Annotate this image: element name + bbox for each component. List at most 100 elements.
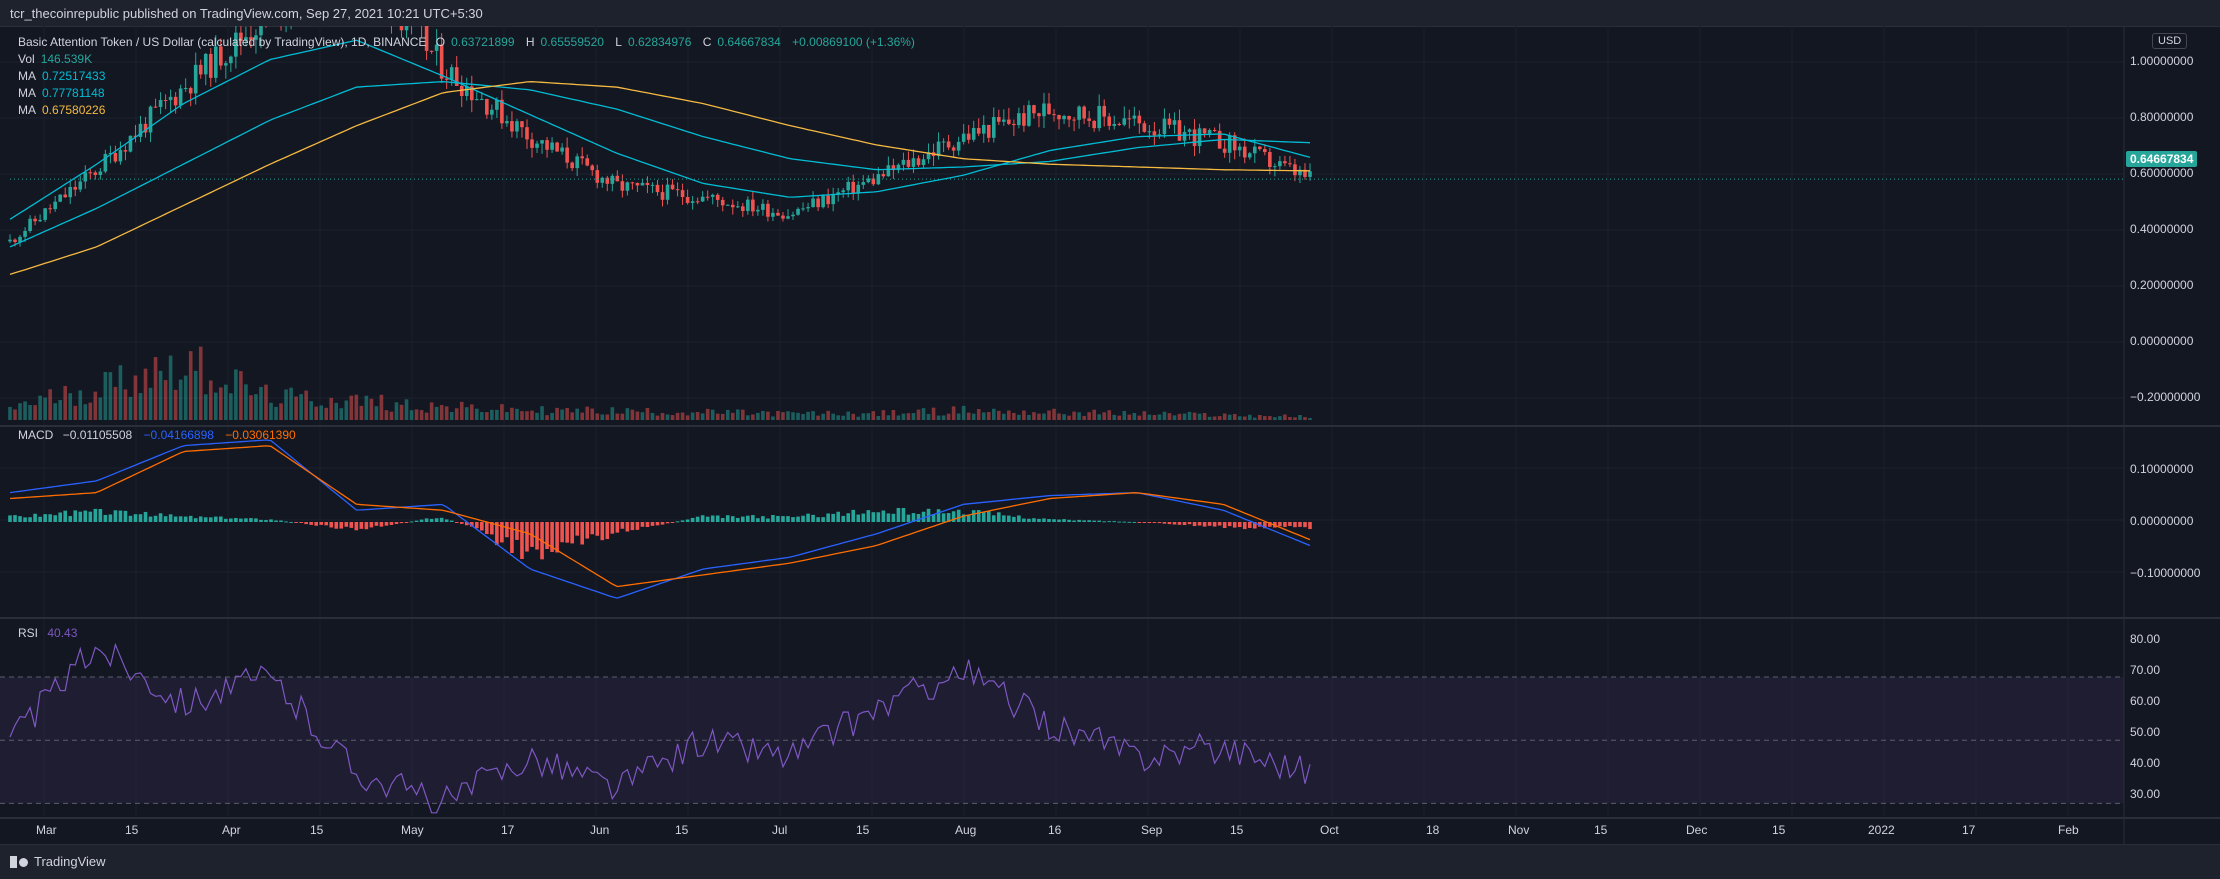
candle-body bbox=[148, 106, 153, 133]
volume-bar bbox=[464, 407, 469, 420]
volume-bar bbox=[178, 379, 183, 420]
volume-bar bbox=[941, 415, 946, 420]
macd-hist-bar bbox=[1152, 522, 1157, 523]
macd-hist-bar bbox=[68, 516, 73, 522]
candle-body bbox=[469, 86, 474, 101]
candle-body bbox=[1182, 131, 1187, 141]
volume-bar bbox=[1107, 410, 1112, 420]
candle-body bbox=[640, 182, 645, 186]
candle-body bbox=[1308, 171, 1312, 177]
candle-body bbox=[1247, 153, 1252, 158]
macd-hist-bar bbox=[615, 522, 620, 533]
pane-dividers[interactable] bbox=[0, 26, 2220, 844]
macd-hist-bar bbox=[364, 522, 369, 530]
candle-body bbox=[916, 158, 921, 166]
candle-body bbox=[665, 184, 670, 200]
candle-body bbox=[1102, 105, 1107, 117]
candle-body bbox=[399, 26, 404, 31]
macd-hist-bar bbox=[1022, 518, 1026, 522]
macd-hist-bar bbox=[751, 515, 755, 522]
tradingview-brand[interactable]: TradingView bbox=[10, 854, 106, 869]
macd-hist-bar bbox=[520, 522, 524, 559]
macd-hist-bar bbox=[1187, 522, 1192, 525]
volume-bar bbox=[1293, 417, 1297, 420]
volume-bar bbox=[299, 394, 303, 420]
candle-body bbox=[1222, 148, 1227, 153]
candle-body bbox=[921, 159, 926, 166]
macd-hist-bar bbox=[625, 522, 630, 532]
volume-bar bbox=[876, 416, 881, 420]
candle-body bbox=[971, 127, 976, 140]
macd-hist-bar bbox=[700, 515, 705, 522]
macd-hist-bar bbox=[299, 522, 303, 523]
volume-bar bbox=[1232, 413, 1237, 420]
currency-button[interactable]: USD bbox=[2152, 33, 2188, 49]
candle-body bbox=[118, 150, 123, 162]
candle-body bbox=[650, 184, 655, 186]
price-tick-5: 0.00000000 bbox=[2130, 334, 2194, 348]
volume-bar bbox=[610, 407, 615, 420]
candles bbox=[8, 26, 2124, 247]
volume-bar bbox=[1142, 411, 1147, 420]
volume-bar bbox=[434, 406, 439, 420]
volume-bar bbox=[454, 408, 459, 420]
macd-hist-bar bbox=[776, 515, 780, 522]
macd-hist-bar bbox=[469, 522, 474, 527]
volume-bar bbox=[620, 413, 625, 420]
candle-body bbox=[866, 178, 871, 183]
macd-hist-bar bbox=[660, 522, 665, 525]
publisher-bar: tcr_thecoinrepublic published on Trading… bbox=[0, 0, 2220, 27]
macd-hist-bar bbox=[886, 513, 891, 522]
macd-hist-bar bbox=[620, 522, 625, 529]
candle-body bbox=[1303, 169, 1307, 177]
volume-bar bbox=[570, 412, 574, 420]
volume-bar bbox=[1082, 415, 1086, 420]
volume-bar bbox=[193, 370, 198, 420]
macd-hist-bar bbox=[986, 511, 991, 522]
macd-tick-2: −0.10000000 bbox=[2130, 566, 2201, 580]
time-tick-3: 15 bbox=[310, 823, 324, 837]
volume-bar bbox=[83, 404, 88, 420]
candle-body bbox=[1177, 120, 1182, 141]
macd-hist-bar bbox=[1303, 522, 1307, 528]
volume-bar bbox=[680, 412, 685, 420]
macd-hist-bar bbox=[1237, 522, 1242, 528]
rsi-value: 40.43 bbox=[47, 626, 78, 640]
macd-hist-bar bbox=[1017, 515, 1021, 522]
candle-body bbox=[193, 64, 198, 94]
macd-hist-bar bbox=[1308, 522, 1312, 530]
macd-hist-bar bbox=[153, 515, 158, 522]
macd-hist-bar bbox=[1087, 520, 1091, 522]
macd-hist-bar bbox=[1107, 521, 1112, 523]
volume-bar bbox=[93, 391, 98, 420]
volume-bar bbox=[495, 409, 499, 420]
macd-hist-bar bbox=[1227, 522, 1232, 527]
candle-body bbox=[695, 201, 700, 203]
macd-hist-bar bbox=[901, 508, 906, 522]
candle-body bbox=[1122, 118, 1127, 125]
volume-bar bbox=[1007, 410, 1011, 420]
price-legend: Basic Attention Token / US Dollar (calcu… bbox=[18, 34, 923, 119]
candle-body bbox=[1097, 105, 1101, 129]
macd-hist-bar bbox=[454, 522, 459, 523]
macd-hist-bar bbox=[735, 517, 740, 522]
volume-bar bbox=[444, 406, 449, 420]
volume-bar bbox=[555, 407, 559, 420]
macd-hist-bar bbox=[1072, 520, 1076, 522]
macd-hist-bar bbox=[826, 513, 830, 522]
candle-body bbox=[685, 197, 690, 203]
volume-bar bbox=[595, 413, 600, 420]
volume-bar bbox=[183, 375, 188, 420]
volume-bar bbox=[78, 390, 83, 420]
volume-bar bbox=[1273, 417, 1277, 420]
candle-body bbox=[1072, 119, 1076, 121]
volume-bar bbox=[153, 357, 158, 420]
candle-body bbox=[83, 172, 88, 182]
candle-body bbox=[213, 46, 218, 78]
volume-bar bbox=[1022, 410, 1026, 420]
volume-bar bbox=[510, 407, 514, 420]
chart-canvas[interactable] bbox=[0, 26, 2220, 844]
candle-body bbox=[1283, 161, 1287, 164]
volume-bar bbox=[294, 396, 298, 420]
macd-hist-bar bbox=[429, 518, 434, 522]
